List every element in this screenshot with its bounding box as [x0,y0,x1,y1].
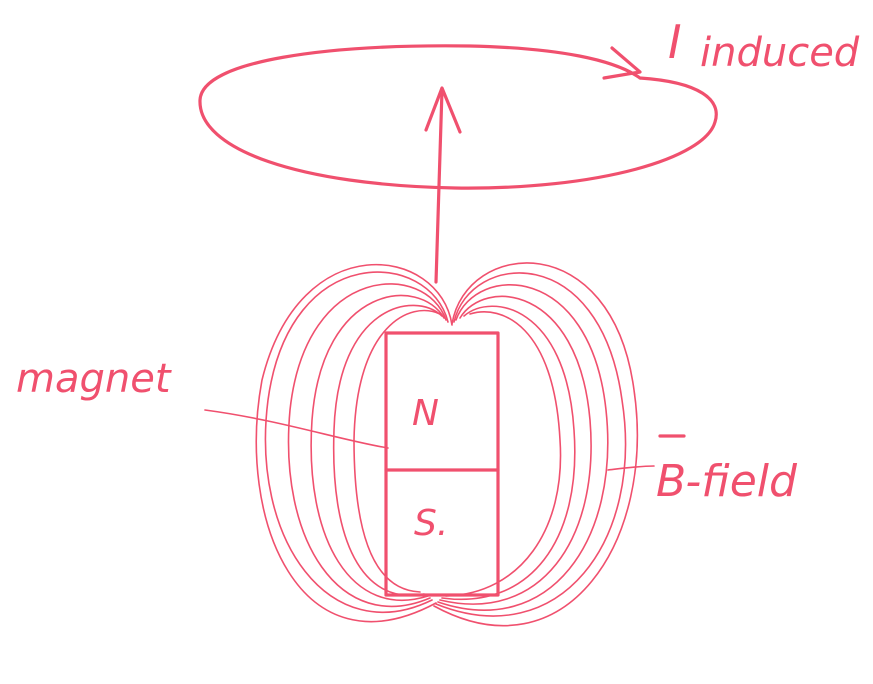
field-lines-left [256,265,452,622]
field-line-right-1 [436,273,626,616]
field-lines-right [434,263,637,626]
magnet-body [386,333,498,595]
induced-label: induced [700,30,860,76]
field-line-left-4 [334,305,442,595]
induced-field-arrow [426,88,460,282]
south-pole-label: S. [414,503,448,544]
field-line-right-6 [434,263,637,626]
field-line-left-5 [354,311,440,592]
magnet-label: magnet [16,356,172,402]
current-symbol-label: I [668,15,682,69]
arrow-head-icon [426,88,460,132]
loop-ellipse [200,46,716,188]
bar-magnet: N S. [386,333,498,595]
magnet-leader-line [205,410,388,448]
b-field-label: B-field [656,456,798,507]
field-line-right-3 [440,296,591,604]
b-field-leader-line [608,466,654,470]
current-loop [200,46,716,188]
field-line-right-4 [442,306,575,599]
field-line-right-5 [446,312,561,596]
north-pole-label: N [412,393,439,434]
